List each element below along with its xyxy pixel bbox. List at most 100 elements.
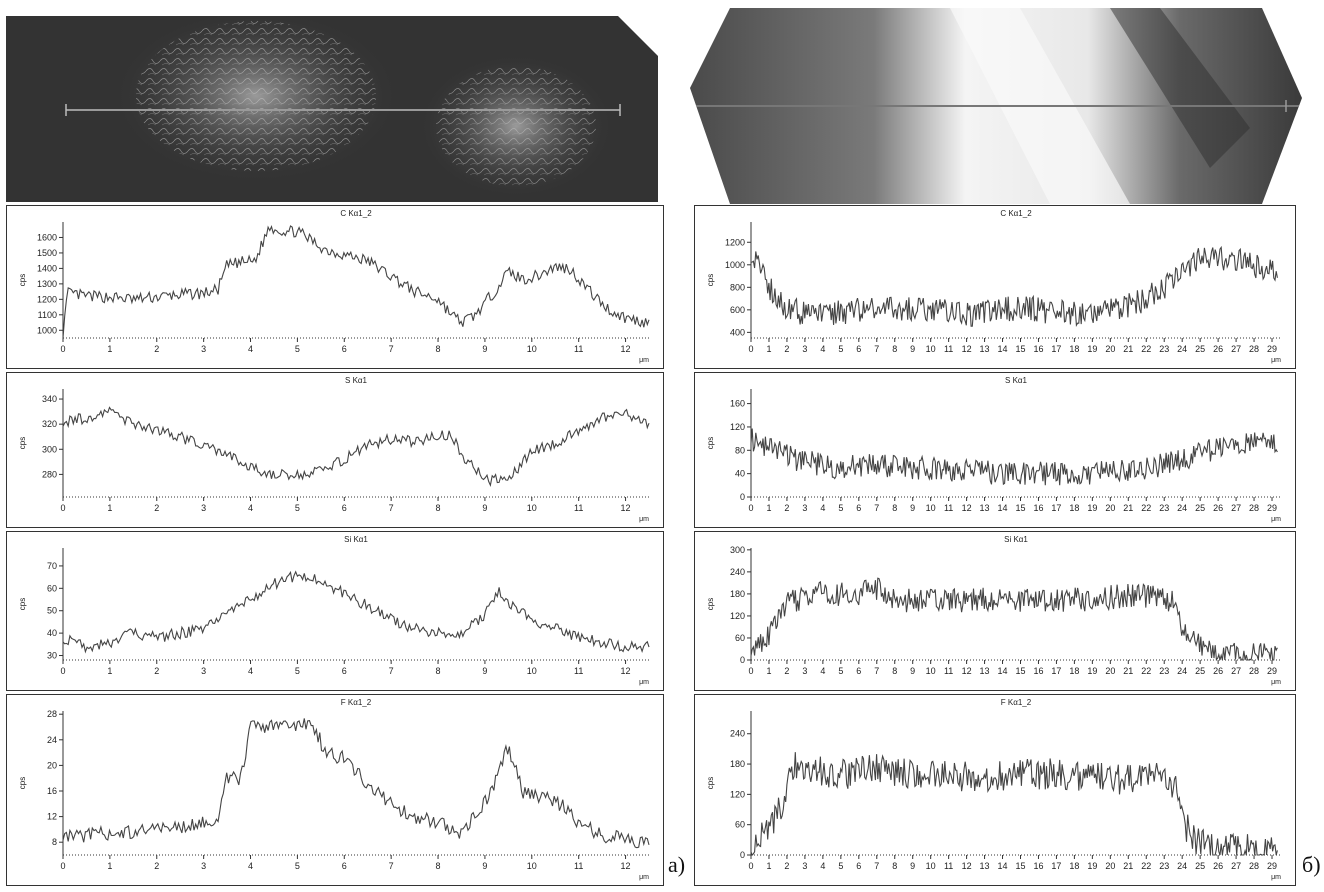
x-tick-label: 3 — [201, 344, 206, 354]
x-tick-label: 9 — [910, 503, 915, 513]
x-tick-label: 29 — [1267, 666, 1277, 676]
x-unit-label: μm — [639, 679, 649, 686]
x-tick-label: 0 — [748, 344, 753, 354]
x-tick-label: 7 — [874, 344, 879, 354]
x-tick-label: 7 — [874, 503, 879, 513]
series-line — [62, 224, 650, 339]
y-tick-label: 240 — [730, 567, 745, 577]
x-tick-label: 22 — [1141, 503, 1151, 513]
x-tick-label: 23 — [1159, 666, 1169, 676]
y-tick-label: 1400 — [37, 263, 57, 273]
x-tick-label: 2 — [154, 861, 159, 871]
x-tick-label: 10 — [926, 666, 936, 676]
x-tick-label: 5 — [838, 666, 843, 676]
x-tick-label: 21 — [1123, 503, 1133, 513]
x-tick-label: 5 — [838, 344, 843, 354]
chart-panel-b-s: S Kα1 cps 0 40 80 120 160 0 1 2 3 4 5 6 7 8 9 10 11 12 13 14 1… — [694, 372, 1296, 528]
y-axis-label: cps — [706, 598, 715, 610]
x-tick-label: 3 — [201, 666, 206, 676]
x-tick-label: 18 — [1069, 861, 1079, 871]
x-tick-label: 12 — [621, 666, 631, 676]
x-tick-label: 23 — [1159, 344, 1169, 354]
x-tick-label: 11 — [574, 861, 583, 871]
x-tick-label: 11 — [574, 503, 583, 513]
x-tick-label: 18 — [1069, 503, 1079, 513]
y-axis-label: cps — [18, 598, 27, 610]
y-tick-label: 0 — [740, 492, 745, 502]
x-tick-label: 11 — [574, 666, 583, 676]
chart-panel-b-f: F Kα1_2 cps 0 60 120 180 240 0 1 2 3 4 5 6 7 8 9 10 11 12 13… — [694, 694, 1296, 886]
x-tick-label: 15 — [1015, 503, 1025, 513]
x-unit-label: μm — [639, 357, 649, 364]
x-tick-label: 14 — [998, 503, 1008, 513]
x-tick-label: 10 — [926, 861, 936, 871]
x-tick-label: 4 — [248, 666, 253, 676]
x-tick-label: 13 — [980, 503, 990, 513]
x-tick-label: 9 — [482, 344, 487, 354]
x-tick-label: 0 — [748, 503, 753, 513]
x-tick-label: 17 — [1051, 503, 1061, 513]
y-tick-label: 240 — [730, 729, 745, 739]
x-tick-label: 7 — [874, 666, 879, 676]
x-tick-label: 3 — [802, 344, 807, 354]
x-tick-label: 8 — [892, 503, 897, 513]
x-tick-label: 16 — [1033, 666, 1043, 676]
y-tick-label: 16 — [47, 786, 57, 796]
y-tick-label: 50 — [47, 606, 57, 616]
x-tick-label: 6 — [342, 503, 347, 513]
y-tick-label: 60 — [735, 633, 745, 643]
x-tick-label: 8 — [892, 666, 897, 676]
x-tick-label: 15 — [1015, 861, 1025, 871]
x-tick-label: 11 — [944, 666, 953, 676]
x-tick-label: 29 — [1267, 861, 1277, 871]
y-tick-label: 12 — [47, 812, 57, 822]
chart-title: C Kα1_2 — [1000, 209, 1032, 218]
y-tick-label: 8 — [52, 837, 57, 847]
x-tick-label: 6 — [856, 344, 861, 354]
micrograph-a-image — [6, 16, 658, 202]
y-tick-label: 80 — [735, 445, 745, 455]
y-tick-label: 20 — [47, 760, 57, 770]
x-tick-label: 13 — [980, 861, 990, 871]
x-tick-label: 16 — [1033, 503, 1043, 513]
x-tick-label: 29 — [1267, 503, 1277, 513]
y-tick-label: 60 — [735, 820, 745, 830]
x-tick-label: 10 — [926, 344, 936, 354]
x-tick-label: 13 — [980, 344, 990, 354]
x-tick-label: 12 — [621, 861, 631, 871]
x-unit-label: μm — [639, 874, 649, 881]
x-tick-label: 12 — [962, 503, 972, 513]
y-axis-label: cps — [18, 274, 27, 286]
x-tick-label: 17 — [1051, 861, 1061, 871]
x-tick-label: 25 — [1195, 503, 1205, 513]
x-tick-label: 27 — [1231, 503, 1241, 513]
x-tick-label: 8 — [436, 666, 441, 676]
x-tick-label: 3 — [201, 861, 206, 871]
x-tick-label: 8 — [892, 861, 897, 871]
y-tick-label: 1300 — [37, 279, 57, 289]
x-tick-label: 12 — [962, 344, 972, 354]
chart-title: S Kα1 — [1005, 376, 1028, 385]
x-tick-label: 3 — [802, 503, 807, 513]
x-tick-label: 5 — [295, 666, 300, 676]
x-tick-label: 10 — [527, 503, 537, 513]
x-tick-label: 1 — [766, 861, 771, 871]
x-tick-label: 8 — [436, 503, 441, 513]
x-tick-label: 27 — [1231, 344, 1241, 354]
y-tick-label: 1600 — [37, 232, 57, 242]
chart-title: F Kα1_2 — [341, 698, 372, 707]
x-tick-label: 1 — [766, 666, 771, 676]
x-tick-label: 2 — [784, 503, 789, 513]
y-tick-label: 160 — [730, 399, 745, 409]
x-tick-label: 9 — [482, 666, 487, 676]
x-tick-label: 5 — [838, 503, 843, 513]
x-unit-label: μm — [1271, 874, 1281, 881]
x-tick-label: 25 — [1195, 861, 1205, 871]
x-tick-label: 14 — [998, 666, 1008, 676]
chart-title: Si Kα1 — [1004, 535, 1028, 544]
x-tick-label: 26 — [1213, 861, 1223, 871]
x-tick-label: 2 — [154, 503, 159, 513]
y-tick-label: 1100 — [38, 310, 57, 320]
y-tick-label: 1200 — [37, 294, 57, 304]
y-tick-label: 120 — [730, 422, 745, 432]
